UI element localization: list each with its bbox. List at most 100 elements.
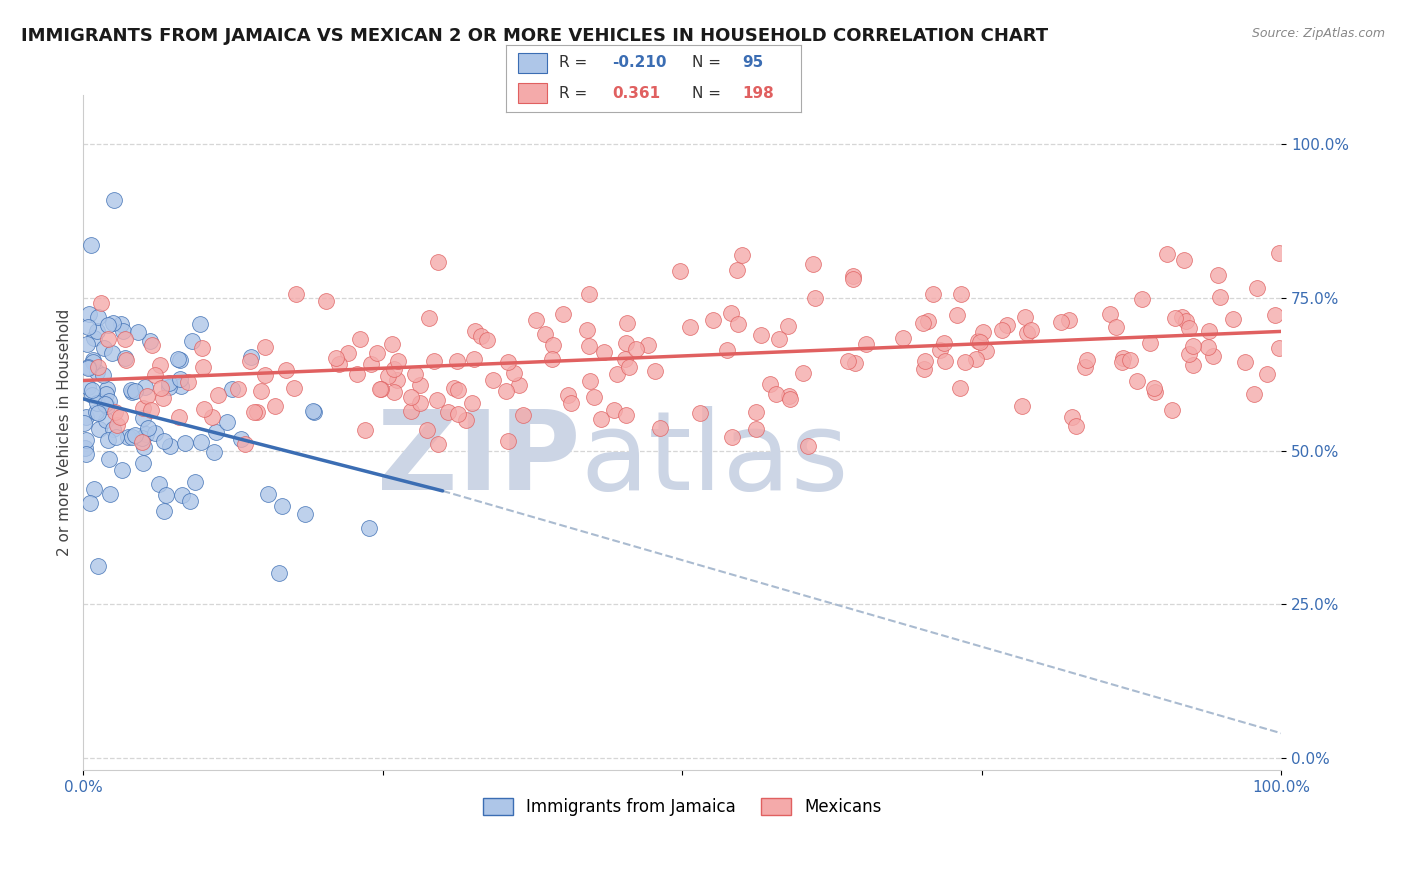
FancyBboxPatch shape: [517, 53, 547, 73]
Point: [257, 487, 280, 501]
Point: [461, 396, 484, 410]
Point: [969, 334, 991, 349]
Point: [360, 357, 382, 371]
Point: [949, 380, 972, 394]
Point: [837, 354, 859, 368]
Text: 198: 198: [742, 86, 775, 101]
Point: [967, 334, 990, 348]
Point: [1202, 349, 1225, 363]
Point: [578, 374, 600, 388]
Point: [637, 338, 659, 352]
Point: [1256, 367, 1278, 381]
Point: [1161, 402, 1184, 417]
Point: [190, 435, 212, 450]
Point: [72, 416, 94, 430]
FancyBboxPatch shape: [517, 84, 547, 103]
Point: [87, 422, 110, 436]
Point: [86, 324, 108, 338]
Point: [76, 320, 98, 334]
Point: [972, 325, 994, 339]
Point: [159, 376, 181, 390]
Point: [284, 287, 307, 301]
Point: [96, 399, 118, 413]
Point: [1074, 359, 1097, 374]
Point: [991, 323, 1014, 337]
Point: [541, 338, 564, 352]
Point: [124, 427, 146, 442]
Point: [436, 405, 458, 419]
Point: [416, 423, 439, 437]
Point: [143, 426, 166, 441]
Point: [104, 405, 127, 419]
Point: [965, 352, 987, 367]
Point: [170, 487, 193, 501]
Point: [593, 345, 616, 359]
Point: [190, 341, 212, 355]
Point: [243, 405, 266, 419]
Point: [1050, 315, 1073, 329]
Point: [77, 360, 100, 375]
Point: [75, 433, 97, 447]
Point: [603, 402, 626, 417]
Point: [1243, 387, 1265, 401]
Point: [221, 383, 243, 397]
Point: [108, 409, 131, 424]
Point: [721, 430, 744, 444]
Point: [399, 404, 422, 418]
Point: [149, 358, 172, 372]
Point: [132, 440, 155, 454]
Point: [689, 407, 711, 421]
Point: [84, 405, 107, 419]
Point: [173, 435, 195, 450]
Point: [912, 361, 935, 376]
Point: [254, 368, 277, 382]
Point: [443, 381, 465, 395]
Point: [792, 366, 814, 380]
Point: [463, 352, 485, 367]
Point: [97, 318, 120, 333]
Point: [911, 316, 934, 330]
Point: [328, 357, 350, 371]
Point: [512, 408, 534, 422]
Point: [96, 382, 118, 396]
Point: [1178, 347, 1201, 361]
Point: [844, 356, 866, 370]
Point: [121, 385, 143, 400]
Text: atlas: atlas: [581, 406, 849, 513]
Point: [231, 432, 253, 446]
Point: [842, 272, 865, 286]
Point: [90, 295, 112, 310]
Point: [336, 346, 359, 360]
Point: [193, 401, 215, 416]
Point: [103, 422, 125, 436]
Point: [583, 390, 606, 404]
Point: [768, 332, 790, 346]
Point: [1171, 310, 1194, 324]
Point: [86, 360, 108, 375]
Point: [541, 352, 564, 367]
Point: [204, 425, 226, 439]
Point: [1175, 314, 1198, 328]
Point: [131, 431, 153, 445]
Point: [1246, 281, 1268, 295]
Point: [932, 336, 955, 351]
Point: [387, 354, 409, 368]
Point: [112, 324, 135, 338]
Point: [79, 307, 101, 321]
Point: [97, 434, 120, 448]
Point: [283, 381, 305, 395]
Point: [731, 248, 754, 262]
Point: [551, 307, 574, 321]
Point: [136, 421, 159, 435]
Point: [560, 395, 582, 409]
Point: [917, 314, 939, 328]
Point: [1064, 418, 1087, 433]
Point: [83, 482, 105, 496]
Point: [239, 354, 262, 368]
Point: [409, 396, 432, 410]
Point: [170, 379, 193, 393]
Point: [139, 402, 162, 417]
Point: [98, 451, 121, 466]
Point: [87, 405, 110, 419]
Point: [508, 378, 530, 392]
